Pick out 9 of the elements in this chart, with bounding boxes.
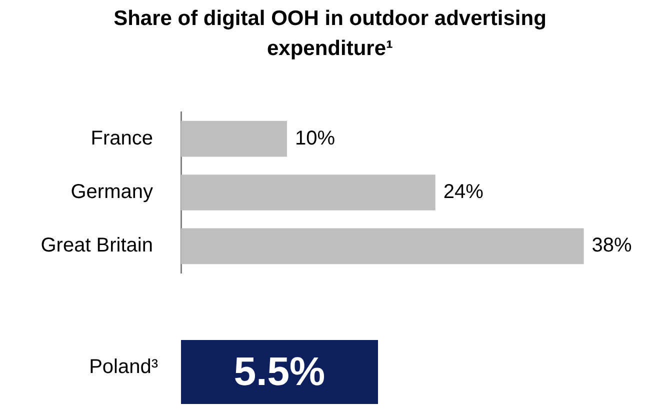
y-tick-label: France <box>90 127 153 150</box>
text: 5.5% <box>234 350 326 394</box>
category-label: Poland³ <box>88 356 158 379</box>
data-label: 24% <box>443 181 484 204</box>
chart-title: Share of digital OOH in outdoor advertising expenditure¹ <box>112 6 548 62</box>
data-label: 10% <box>295 127 336 150</box>
y-tick-label: Great Britain <box>40 234 153 257</box>
y-tick-label: Germany <box>70 181 153 204</box>
data-label: 38% <box>592 234 632 257</box>
